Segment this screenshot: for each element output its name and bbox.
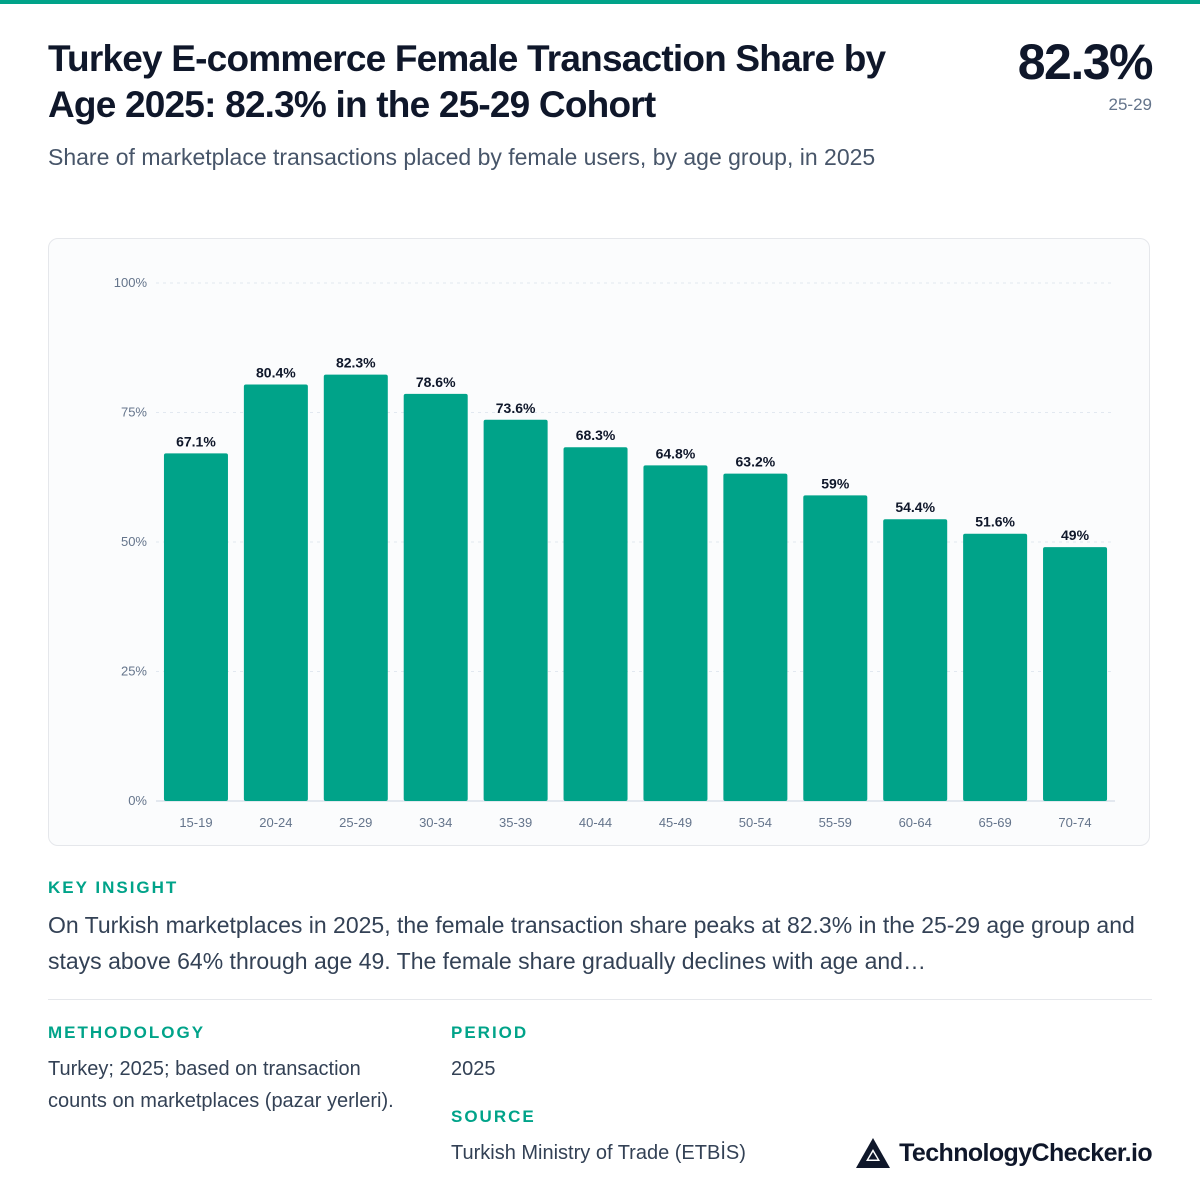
x-tick-label: 35-39 — [499, 815, 532, 830]
key-insight-label: KEY INSIGHT — [48, 878, 179, 897]
chart-card: 0% 25% 50% 75% 100% 67.1% 15-19 80.4% 20-24 82.3%… — [48, 238, 1150, 846]
bar — [1043, 547, 1108, 801]
x-tick-label: 45-49 — [659, 815, 692, 830]
bar-value-label: 80.4% — [256, 365, 296, 381]
mountain-logo-icon — [856, 1138, 891, 1168]
page-subtitle: Share of marketplace transactions placed… — [48, 144, 876, 170]
x-tick-label: 15-19 — [179, 815, 212, 830]
methodology-label: METHODOLOGY — [48, 1023, 206, 1042]
methodology-text: Turkey; 2025; based on transaction count… — [48, 1058, 394, 1112]
x-tick-label: 25-29 — [339, 815, 372, 830]
bar-value-label: 51.6% — [975, 514, 1015, 530]
bar — [403, 393, 468, 801]
x-tick-label: 30-34 — [419, 815, 452, 830]
bar-value-label: 82.3% — [336, 355, 376, 371]
bar-value-label: 63.2% — [736, 454, 776, 470]
bar — [803, 495, 868, 801]
bar — [323, 374, 388, 801]
divider — [48, 999, 1152, 1000]
bar-value-label: 49% — [1061, 527, 1090, 543]
brand-name: TechnologyChecker.io — [899, 1138, 1152, 1167]
key-insight-text: On Turkish marketplaces in 2025, the fem… — [48, 912, 1135, 974]
bar — [643, 465, 708, 801]
x-tick-label: 65-69 — [979, 815, 1012, 830]
bar — [563, 447, 628, 801]
x-tick-label: 55-59 — [819, 815, 852, 830]
bar-value-label: 73.6% — [496, 400, 536, 416]
y-tick-label: 75% — [121, 405, 147, 420]
x-tick-label: 20-24 — [259, 815, 292, 830]
top-accent-bar — [0, 0, 1200, 4]
bar — [963, 533, 1028, 801]
source-text: Turkish Ministry of Trade (ETBİS) — [451, 1142, 746, 1164]
bar — [883, 519, 948, 801]
bar — [483, 419, 548, 801]
bar-value-label: 68.3% — [576, 427, 616, 443]
headline-stat-label: 25-29 — [1108, 95, 1152, 114]
bar — [723, 473, 788, 801]
bar — [163, 453, 228, 801]
brand-logo: TechnologyChecker.io — [855, 1136, 1153, 1170]
bar-value-label: 78.6% — [416, 374, 456, 390]
bar-value-label: 64.8% — [656, 445, 696, 461]
x-tick-label: 50-54 — [739, 815, 772, 830]
y-tick-label: 50% — [121, 534, 147, 549]
y-tick-label: 25% — [121, 664, 147, 679]
headline-stat-value: 82.3% — [1017, 34, 1154, 90]
bar-value-label: 67.1% — [176, 433, 216, 449]
page-title: Turkey E-commerce Female Transaction Sha… — [48, 38, 886, 125]
x-tick-label: 60-64 — [899, 815, 932, 830]
source-label: SOURCE — [451, 1107, 536, 1126]
y-tick-label: 0% — [128, 793, 147, 808]
x-tick-label: 40-44 — [579, 815, 612, 830]
x-tick-label: 70-74 — [1058, 815, 1091, 830]
period-label: PERIOD — [451, 1023, 529, 1042]
bar-value-label: 54.4% — [895, 499, 935, 515]
bar-chart: 0% 25% 50% 75% 100% 67.1% 15-19 80.4% 20-24 82.3%… — [114, 275, 1115, 830]
period-text: 2025 — [451, 1058, 496, 1080]
y-tick-label: 100% — [114, 275, 148, 290]
bar-value-label: 59% — [821, 475, 850, 491]
bar — [243, 384, 308, 801]
